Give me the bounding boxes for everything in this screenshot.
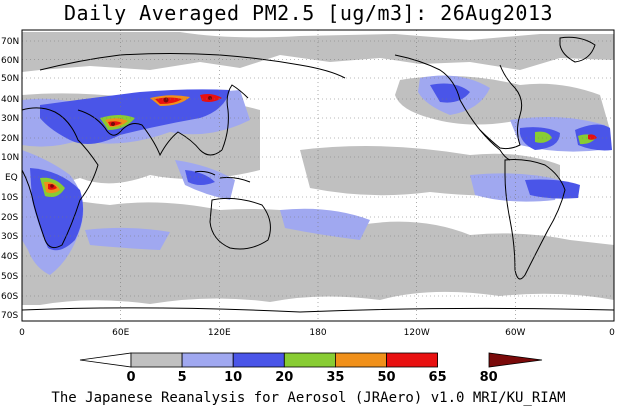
colorbar-tick-label: 20 bbox=[275, 370, 293, 385]
colorbar-tick-label: 80 bbox=[480, 370, 498, 385]
colorbar-swatch bbox=[386, 352, 438, 368]
colorbar-swatch bbox=[181, 352, 234, 368]
lat-label: 40S bbox=[1, 252, 18, 262]
lat-label: 50N bbox=[1, 74, 19, 84]
lon-label: 60W bbox=[505, 328, 525, 338]
lat-label: 10S bbox=[1, 193, 18, 203]
colorbar-arrow-left bbox=[79, 352, 132, 368]
graticule bbox=[22, 30, 614, 321]
lat-label: 70N bbox=[1, 37, 19, 47]
colorbar-tick-label: 10 bbox=[224, 370, 242, 385]
colorbar-tick-label: 35 bbox=[326, 370, 344, 385]
colorbar-arrow-right bbox=[488, 352, 543, 368]
colorbar-tick-label: 65 bbox=[429, 370, 447, 385]
colorbar-swatch bbox=[334, 352, 387, 368]
lon-label: 120E bbox=[208, 328, 231, 338]
colorbar: 0 5 10 20 35 50 65 80 bbox=[79, 352, 543, 385]
map-title: Daily Averaged PM2.5 [ug/m3]: 26Aug2013 bbox=[63, 1, 554, 25]
colorbar-swatch bbox=[232, 352, 285, 368]
footer-credit: The Japanese Reanalysis for Aerosol (JRA… bbox=[51, 390, 566, 406]
colorbar-tick-label: 0 bbox=[126, 370, 135, 385]
lat-label: 50S bbox=[1, 272, 18, 282]
map-frame bbox=[21, 29, 615, 322]
lat-label: 60S bbox=[1, 292, 18, 302]
colorbar-ticks: 0 5 10 20 35 50 65 80 bbox=[126, 370, 497, 385]
lat-label: 20S bbox=[1, 213, 18, 223]
colorbar-tick-label: 5 bbox=[178, 370, 187, 385]
colorbar-boxes bbox=[130, 352, 438, 368]
lon-label: 60E bbox=[112, 328, 129, 338]
lat-label: 20N bbox=[1, 134, 19, 144]
lon-label: 180 bbox=[309, 328, 326, 338]
lat-label: EQ bbox=[5, 173, 18, 183]
lon-label: 120W bbox=[404, 328, 430, 338]
coastlines bbox=[21, 36, 615, 313]
lat-label: 40N bbox=[1, 95, 19, 105]
lat-label: 60N bbox=[1, 56, 19, 66]
lon-label: 0 bbox=[19, 328, 25, 338]
colorbar-swatch bbox=[283, 352, 336, 368]
longitude-labels: 0 60E 120E 180 120W 60W 0 bbox=[19, 328, 615, 338]
colorbar-swatch bbox=[130, 352, 183, 368]
lat-label: 70S bbox=[1, 311, 18, 321]
latitude-labels: 70N 60N 50N 40N 30N 20N 10N EQ 10S 20S 3… bbox=[1, 37, 19, 321]
lon-label: 0 bbox=[609, 328, 615, 338]
lat-label: 30N bbox=[1, 114, 19, 124]
lat-label: 10N bbox=[1, 153, 19, 163]
colorbar-tick-label: 50 bbox=[377, 370, 395, 385]
lat-label: 30S bbox=[1, 232, 18, 242]
